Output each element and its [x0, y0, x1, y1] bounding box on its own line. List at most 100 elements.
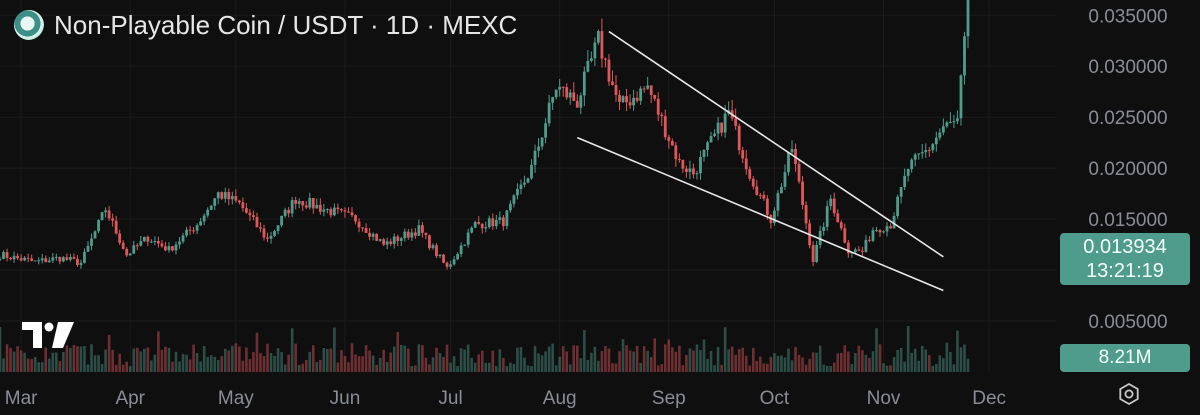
x-axis: Mar Apr May Jun Jul Aug Sep Oct Nov Dec — [5, 388, 1006, 409]
volume-bar — [579, 358, 583, 372]
candle-body — [280, 215, 283, 226]
candle-body — [93, 231, 97, 239]
candle-body — [966, 0, 970, 37]
volume-bar — [403, 345, 407, 372]
candle-body — [354, 215, 357, 222]
candle-body — [646, 85, 650, 89]
volume-bar — [188, 359, 192, 372]
candle-body — [695, 173, 699, 175]
volume-bar — [431, 357, 435, 372]
volume-bar — [920, 345, 924, 372]
volume-bar — [259, 353, 262, 372]
volume-bar — [385, 362, 389, 372]
candle-body — [347, 211, 350, 213]
volume-bar — [815, 352, 818, 372]
volume-bar — [625, 345, 628, 372]
candle-body — [692, 168, 695, 175]
gear-icon[interactable] — [1117, 382, 1141, 406]
volume-bar — [33, 357, 37, 372]
candle-body — [142, 236, 146, 242]
volume-bar — [899, 347, 903, 372]
candle-body — [516, 189, 519, 196]
volume-bar — [762, 363, 766, 372]
candle-body — [65, 257, 69, 260]
candle-body — [104, 210, 107, 213]
candle-body — [252, 215, 255, 218]
volume-bar — [597, 360, 600, 372]
volume-bar — [702, 339, 706, 372]
candle-body — [477, 222, 481, 224]
volume-bar — [857, 345, 861, 372]
volume-bar — [213, 356, 217, 372]
volume-bar — [780, 355, 783, 372]
candle-body — [878, 230, 882, 233]
candle-body — [206, 209, 210, 216]
volume-bar — [396, 331, 400, 372]
candle-body — [547, 102, 551, 124]
volume-bar — [829, 365, 833, 372]
volume-bar — [192, 344, 195, 372]
volume-bar — [19, 350, 23, 372]
candle-body — [818, 230, 822, 245]
volume-bar — [533, 345, 537, 372]
volume-bar — [660, 363, 664, 372]
volume-bar — [843, 345, 847, 372]
candle-body — [832, 198, 836, 214]
candle-body — [885, 226, 889, 232]
candle-body — [79, 262, 83, 266]
candle-body — [30, 258, 34, 261]
candle-body — [375, 233, 379, 241]
volume-bar — [751, 347, 755, 372]
volume-bar — [632, 351, 635, 372]
x-tick-label: Nov — [867, 388, 901, 409]
candle-body — [597, 31, 600, 43]
volume-bar — [252, 352, 255, 372]
volume-bar — [558, 356, 561, 372]
x-tick-label: May — [218, 388, 254, 409]
candle-body — [227, 192, 231, 200]
volume-bar — [280, 352, 283, 372]
candle-body — [294, 200, 298, 204]
candle-body — [188, 229, 192, 231]
volume-bar — [290, 328, 294, 372]
candle-body — [424, 232, 428, 236]
candle-body — [540, 137, 544, 147]
candle-body — [23, 257, 27, 261]
volume-bar — [720, 364, 723, 372]
candle-body — [287, 209, 291, 214]
volume-bar — [72, 345, 76, 372]
volume-bar — [223, 348, 227, 372]
volume-bar — [590, 352, 593, 372]
volume-bar — [896, 349, 899, 372]
candle-body — [561, 86, 565, 88]
candle-body — [642, 88, 646, 90]
candle-body — [963, 36, 966, 76]
volume-bar — [723, 327, 727, 372]
volume-bar — [111, 349, 114, 372]
candle-body — [523, 182, 526, 185]
candle-body — [896, 196, 899, 216]
candle-body — [135, 245, 139, 247]
candle-body — [544, 123, 547, 138]
volume-bar — [248, 359, 252, 372]
candle-body — [160, 243, 164, 247]
volume-bar — [565, 351, 569, 372]
candle-body — [16, 255, 19, 259]
candle-body — [83, 251, 86, 263]
volume-bar — [146, 347, 150, 372]
volume-bar — [505, 366, 509, 372]
candle-body — [301, 201, 305, 206]
candle-body — [572, 92, 576, 101]
candle-body — [871, 230, 875, 241]
tradingview-logo-icon[interactable] — [22, 322, 74, 348]
candle-body — [396, 236, 400, 241]
y-tick-label: 0.020000 — [1088, 159, 1167, 180]
volume-bar — [30, 359, 33, 372]
grid-layer — [0, 0, 1056, 372]
volume-bar — [818, 345, 822, 372]
candle-body — [389, 241, 393, 244]
candle-body — [861, 250, 864, 252]
volume-bar — [139, 351, 143, 372]
candle-body — [463, 244, 467, 246]
